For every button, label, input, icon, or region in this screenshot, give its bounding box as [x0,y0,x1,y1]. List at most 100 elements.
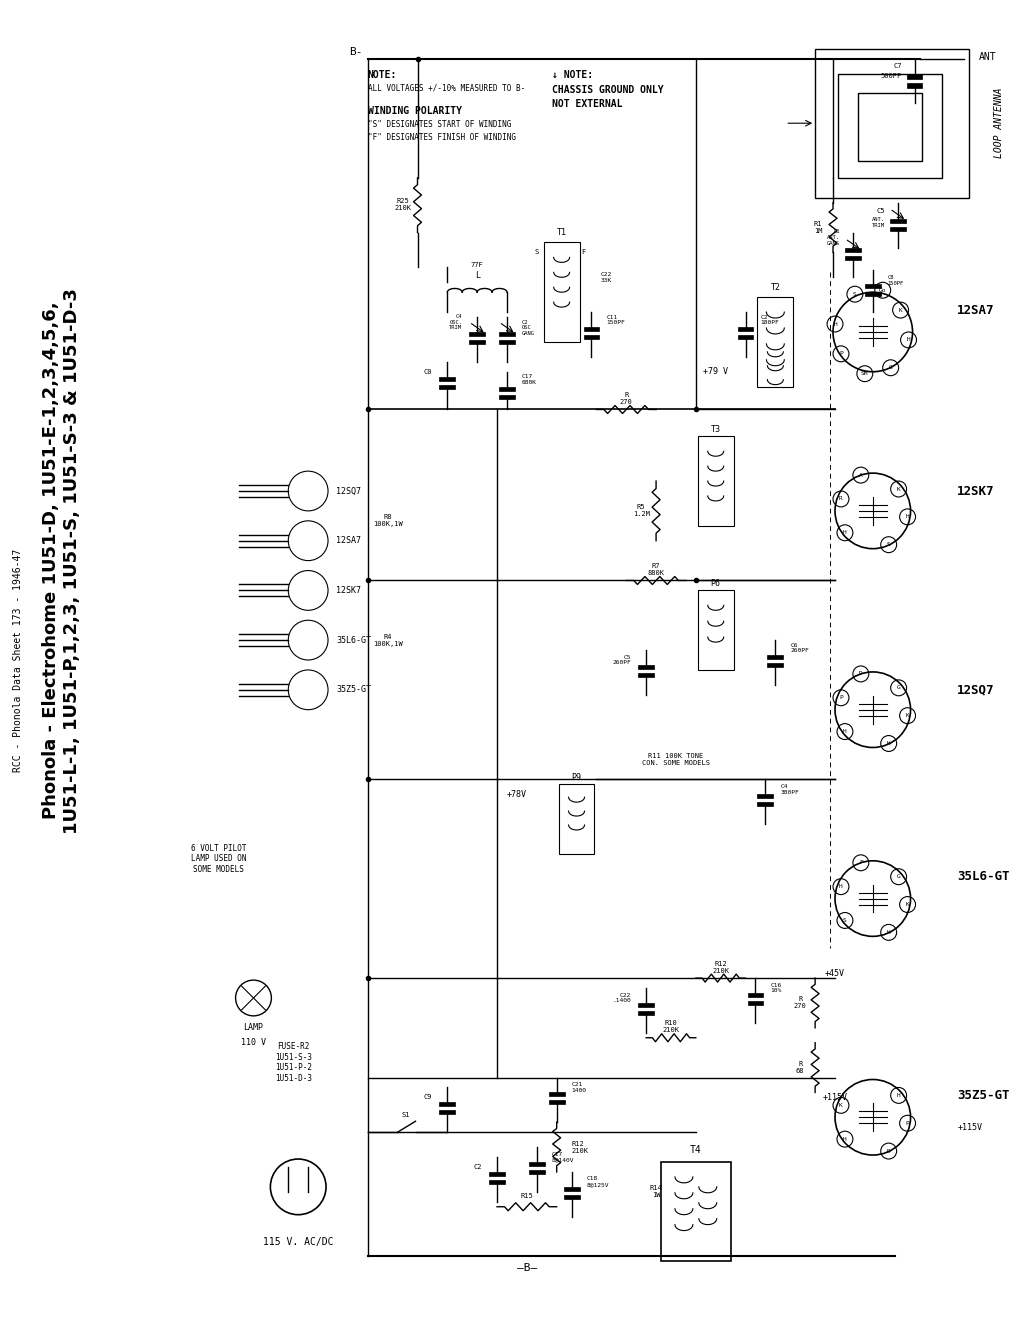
Text: LOOP ANTENNA: LOOP ANTENNA [994,88,1003,158]
Text: WINDING POLARITY: WINDING POLARITY [368,107,462,116]
Bar [488,1180,504,1184]
Text: S: S [534,249,538,256]
Bar [857,94,921,161]
Text: D: D [858,672,862,676]
Text: R10
210K: R10 210K [661,1020,679,1034]
Bar [737,327,753,331]
Text: C5: C5 [875,207,883,214]
Text: S1: S1 [400,1113,410,1118]
Text: C8
150PF: C8 150PF [887,275,903,285]
Bar [844,256,860,260]
Bar [814,49,968,198]
Text: 35Z5-GT: 35Z5-GT [335,685,371,694]
Text: B-: B- [348,46,363,57]
Bar [638,1011,653,1015]
Text: FUSE-R2
1U51-S-3
1U51-P-2
1U51-D-3: FUSE-R2 1U51-S-3 1U51-P-2 1U51-D-3 [274,1043,312,1082]
Bar [583,335,599,339]
Bar [766,655,783,659]
Text: K: K [839,1102,842,1107]
Text: 12SK7: 12SK7 [957,484,994,498]
Text: H: H [896,1093,900,1098]
Bar [906,74,921,79]
Text: C2
OSC
GANG: C2 OSC GANG [522,319,534,337]
Bar [439,376,454,380]
Bar [439,1110,454,1114]
Text: 12SK7: 12SK7 [335,586,361,595]
Text: C21
1400: C21 1400 [571,1082,586,1093]
Text: P9: P9 [571,772,581,781]
Text: A: A [858,473,862,478]
Bar [469,331,485,335]
Text: 6 VOLT PILOT
LAMP USED ON
SOME MODELS: 6 VOLT PILOT LAMP USED ON SOME MODELS [191,843,247,874]
Text: L: L [474,271,479,280]
Text: R25
210K: R25 210K [393,198,411,211]
Text: R11 100K TONE
CON. SOME MODELS: R11 100K TONE CON. SOME MODELS [641,752,709,766]
Text: CHASSIS GROUND ONLY: CHASSIS GROUND ONLY [551,86,662,95]
Bar [638,1003,653,1007]
Text: H: H [905,515,909,519]
Text: P: P [839,696,842,701]
Text: T1: T1 [556,228,567,238]
Bar [747,1001,762,1005]
Text: Phonola - Electrohome 1U51-D, 1U51-E-1,2,3,4,5,6,
1U51-L-1, 1U51-P,1,2,3, 1U51-S: Phonola - Electrohome 1U51-D, 1U51-E-1,2… [42,288,81,833]
Text: 110 V: 110 V [240,1039,266,1047]
Text: G: G [896,685,900,690]
Text: 35L6-GT: 35L6-GT [335,636,371,644]
Text: K: K [896,487,900,491]
Text: R14
1W: R14 1W [649,1185,661,1199]
Text: C9: C9 [424,1094,432,1101]
Text: 35L6-GT: 35L6-GT [957,870,1009,883]
Text: H: H [906,338,910,342]
Text: 12SA7: 12SA7 [957,304,994,317]
Text: P6: P6 [710,579,720,587]
Text: ↓ NOTE:: ↓ NOTE: [551,70,592,81]
Bar [498,387,515,391]
Bar [660,1162,730,1262]
Text: +78V: +78V [506,789,527,799]
Text: H: H [833,322,836,326]
Text: H: H [886,741,890,746]
Text: H: H [886,929,890,935]
Bar [757,795,772,799]
Text: C16
10%: C16 10% [769,982,781,994]
Text: C17
680K: C17 680K [522,375,536,385]
Text: +115V: +115V [821,1093,847,1102]
Text: R12
210K: R12 210K [571,1140,588,1154]
Bar [844,248,860,252]
Text: R
270: R 270 [793,997,806,1010]
Text: H: H [843,531,846,536]
Text: C22
.1400: C22 .1400 [611,993,631,1003]
Text: K: K [905,902,909,907]
Text: SM: SM [860,371,868,376]
Text: ANT.
TRIM: ANT. TRIM [871,218,883,228]
Bar [889,219,905,223]
Bar [838,74,942,178]
Text: C0: C0 [424,368,432,375]
Bar [864,292,879,296]
Bar [564,1195,579,1199]
Text: "F" DESIGNATES FINISH OF WINDING: "F" DESIGNATES FINISH OF WINDING [368,132,516,141]
Text: S: S [886,543,890,548]
Text: F: F [581,249,585,256]
Text: —B—: —B— [517,1263,536,1274]
Text: +45V: +45V [824,969,844,978]
Text: R1
1M: R1 1M [813,220,821,234]
Bar [757,803,772,807]
Text: C7: C7 [893,62,901,69]
Bar [439,384,454,388]
Text: 12SQ7: 12SQ7 [335,487,361,495]
Text: 115 V. AC/DC: 115 V. AC/DC [263,1237,333,1246]
Text: C6
260PF: C6 260PF [790,643,808,653]
Bar [638,665,653,669]
Text: C1
ANT.
GANG: C1 ANT. GANG [826,230,840,246]
Bar [697,590,733,671]
Text: C17
8@140V: C17 8@140V [551,1151,574,1163]
Text: NOT EXTERNAL: NOT EXTERNAL [551,99,622,110]
Text: +79 V: +79 V [702,367,728,376]
Text: H: H [843,1137,846,1142]
Bar [528,1162,544,1166]
Bar [498,395,515,399]
Text: 77F: 77F [471,263,483,268]
Text: S: S [852,292,856,297]
Text: ALL VOLTAGES +/-10% MEASURED TO B-: ALL VOLTAGES +/-10% MEASURED TO B- [368,84,525,92]
